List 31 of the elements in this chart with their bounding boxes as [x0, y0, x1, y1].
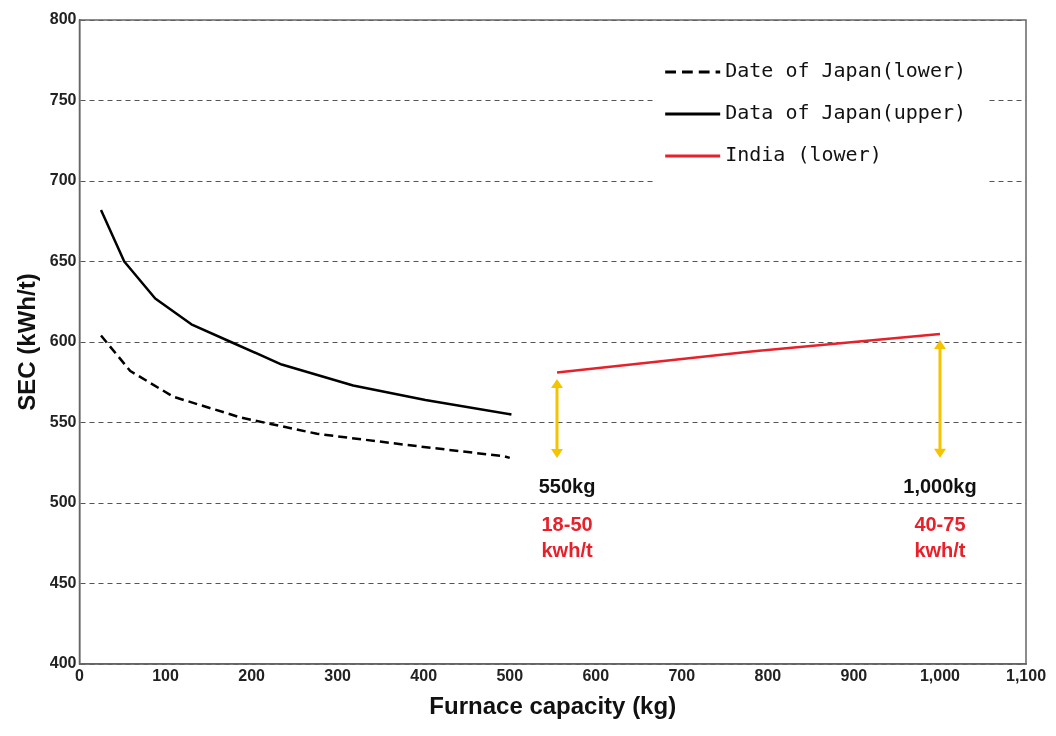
- y-tick-label: 600: [49, 332, 77, 350]
- y-tick-label: 800: [49, 10, 77, 28]
- annotation: 40-75 kwh/t: [914, 513, 966, 562]
- x-tick-label: 800: [754, 667, 782, 685]
- x-tick-label: 600: [582, 667, 610, 685]
- y-tick-label: 400: [49, 654, 77, 672]
- x-axis-title: Furnace capacity (kg): [429, 692, 677, 720]
- legend-label: Data of Japan(upper): [725, 100, 967, 125]
- x-tick-label: 900: [840, 667, 868, 685]
- y-tick-label: 650: [49, 251, 77, 269]
- x-tick-label: 500: [496, 667, 524, 685]
- y-tick-label: 750: [49, 90, 77, 108]
- annotation: 550kg: [538, 475, 596, 498]
- x-tick-label: 300: [324, 667, 352, 685]
- y-tick-label: 500: [49, 493, 77, 511]
- x-tick-label: 200: [238, 667, 266, 685]
- annotation: 1,000kg: [903, 475, 977, 498]
- x-tick-label: 700: [668, 667, 696, 685]
- x-tick-label: 0: [75, 667, 85, 685]
- x-tick-label: 400: [410, 667, 438, 685]
- y-tick-label: 450: [49, 573, 77, 591]
- x-tick-label: 1,100: [1005, 667, 1047, 685]
- line-series: [99, 334, 511, 460]
- y-axis-title: SEC (kWh/t): [13, 273, 41, 411]
- legend-label: India (lower): [725, 142, 882, 167]
- legend-label: Date of Japan(lower): [725, 58, 967, 83]
- y-tick-label: 550: [49, 412, 77, 430]
- x-tick-label: 1,000: [919, 667, 961, 685]
- annotation: 18-50 kwh/t: [541, 513, 593, 562]
- y-tick-label: 700: [49, 171, 77, 189]
- x-tick-label: 100: [152, 667, 179, 685]
